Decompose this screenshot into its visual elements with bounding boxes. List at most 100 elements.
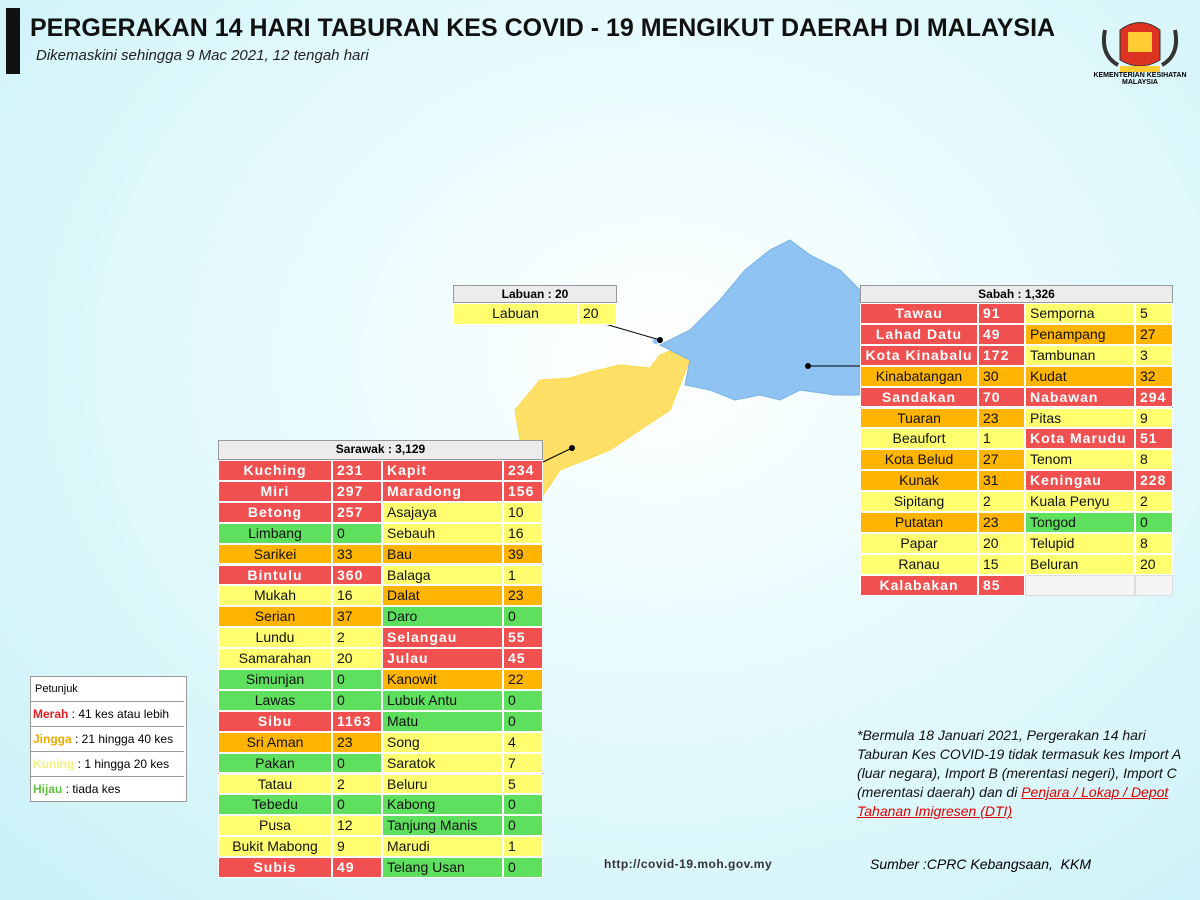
case-count: 9: [1135, 407, 1173, 429]
note-text: *Bermula 18 Januari 2021, Pergerakan 14 …: [857, 727, 1181, 800]
case-count: 85: [978, 574, 1025, 596]
district-name: Kinabatangan: [860, 365, 978, 387]
case-count: 4: [503, 731, 543, 753]
district-name: Miri: [218, 480, 332, 502]
legend-title: Petunjuk: [35, 683, 78, 695]
legend-text: : 21 hingga 40 kes: [71, 732, 174, 746]
case-count: 55: [503, 627, 543, 649]
legend-text: : 1 hingga 20 kes: [74, 757, 170, 771]
sabah-shape: [658, 239, 861, 401]
district-name: Penampang: [1025, 323, 1135, 345]
case-count: 10: [503, 501, 543, 523]
legend-item: Merah : 41 kes atau lebih: [31, 701, 184, 725]
case-count: 15: [978, 553, 1025, 575]
case-count: 20: [332, 648, 382, 669]
legend-label: Merah: [33, 707, 69, 721]
case-count: 2: [332, 627, 382, 649]
district-name: Kabong: [382, 794, 503, 816]
case-count: 49: [332, 857, 382, 878]
case-count: 3: [1135, 344, 1173, 366]
district-name: Tatau: [218, 773, 332, 795]
district-name: Pusa: [218, 815, 332, 837]
case-count: 16: [332, 585, 382, 607]
case-count: 294: [1135, 386, 1173, 408]
case-count: 0: [1135, 512, 1173, 533]
district-name: Pitas: [1025, 407, 1135, 429]
legend-item: Kuning : 1 hingga 20 kes: [31, 751, 184, 775]
district-name: Sri Aman: [218, 731, 332, 753]
district-name: Beluru: [382, 773, 503, 795]
district-name: Keningau: [1025, 470, 1135, 492]
district-name: Tawau: [860, 303, 978, 324]
leader-line: [542, 447, 573, 463]
district-name: Beaufort: [860, 428, 978, 450]
note: *Bermula 18 Januari 2021, Pergerakan 14 …: [857, 726, 1187, 821]
district-name: Telupid: [1025, 532, 1135, 554]
case-count: 5: [1135, 303, 1173, 324]
case-count: 39: [503, 543, 543, 565]
district-name: Song: [382, 731, 503, 753]
district-name: Matu: [382, 710, 503, 732]
legend-label: Kuning: [33, 757, 75, 771]
case-count: 0: [503, 794, 543, 816]
district-name: Kuching: [218, 460, 332, 481]
district-name: Kunak: [860, 470, 978, 492]
district-name: Bau: [382, 543, 503, 565]
district-name: Marudi: [382, 836, 503, 858]
case-count: 0: [332, 669, 382, 690]
district-name: Tongod: [1025, 512, 1135, 533]
district-name: Labuan: [453, 303, 578, 325]
case-count: 1163: [332, 710, 382, 732]
case-count: 7: [503, 752, 543, 774]
legend: Petunjuk Merah : 41 kes atau lebih Jingga…: [30, 676, 187, 802]
district-name: Semporna: [1025, 303, 1135, 324]
district-name: Sebauh: [382, 522, 503, 544]
district-name: Kota Kinabalu: [860, 344, 978, 366]
district-name: Dalat: [382, 585, 503, 607]
district-name: Sibu: [218, 710, 332, 732]
case-count: 23: [503, 585, 543, 607]
district-name: Tanjung Manis: [382, 815, 503, 837]
title-bar: [6, 8, 20, 74]
case-count: 8: [1135, 449, 1173, 471]
district-name: Lundu: [218, 627, 332, 649]
case-count: 30: [978, 365, 1025, 387]
district-name: Bukit Mabong: [218, 836, 332, 858]
legend-item: Jingga : 21 hingga 40 kes: [31, 726, 184, 750]
district-name: Bintulu: [218, 564, 332, 586]
case-count: 27: [1135, 323, 1173, 345]
case-count: 2: [978, 491, 1025, 512]
case-count: 360: [332, 564, 382, 586]
leader-line: [604, 323, 661, 341]
district-name: Serian: [218, 606, 332, 628]
district-name: Daro: [382, 606, 503, 628]
case-count: 0: [332, 752, 382, 774]
district-name: Tuaran: [860, 407, 978, 429]
case-count: 257: [332, 501, 382, 523]
legend-text: : tiada kes: [62, 782, 121, 796]
case-count: 8: [1135, 532, 1173, 554]
district-name: Limbang: [218, 522, 332, 544]
case-count: 20: [1135, 553, 1173, 575]
district-name: Simunjan: [218, 669, 332, 690]
table-title: Sabah : 1,326: [860, 285, 1173, 303]
url: http://covid-19.moh.gov.my: [604, 857, 773, 871]
case-count: 37: [332, 606, 382, 628]
empty-cell: [1025, 574, 1135, 596]
case-count: 27: [978, 449, 1025, 471]
case-count: 1: [978, 428, 1025, 450]
district-name: Asajaya: [382, 501, 503, 523]
case-count: 0: [503, 689, 543, 711]
case-count: 49: [978, 323, 1025, 345]
case-count: 22: [503, 669, 543, 690]
district-name: Saratok: [382, 752, 503, 774]
case-count: 2: [332, 773, 382, 795]
case-count: 231: [332, 460, 382, 481]
legend-item: Hijau : tiada kes: [31, 776, 184, 800]
district-name: Papar: [860, 532, 978, 554]
case-count: 0: [332, 794, 382, 816]
district-name: Samarahan: [218, 648, 332, 669]
case-count: 91: [978, 303, 1025, 324]
